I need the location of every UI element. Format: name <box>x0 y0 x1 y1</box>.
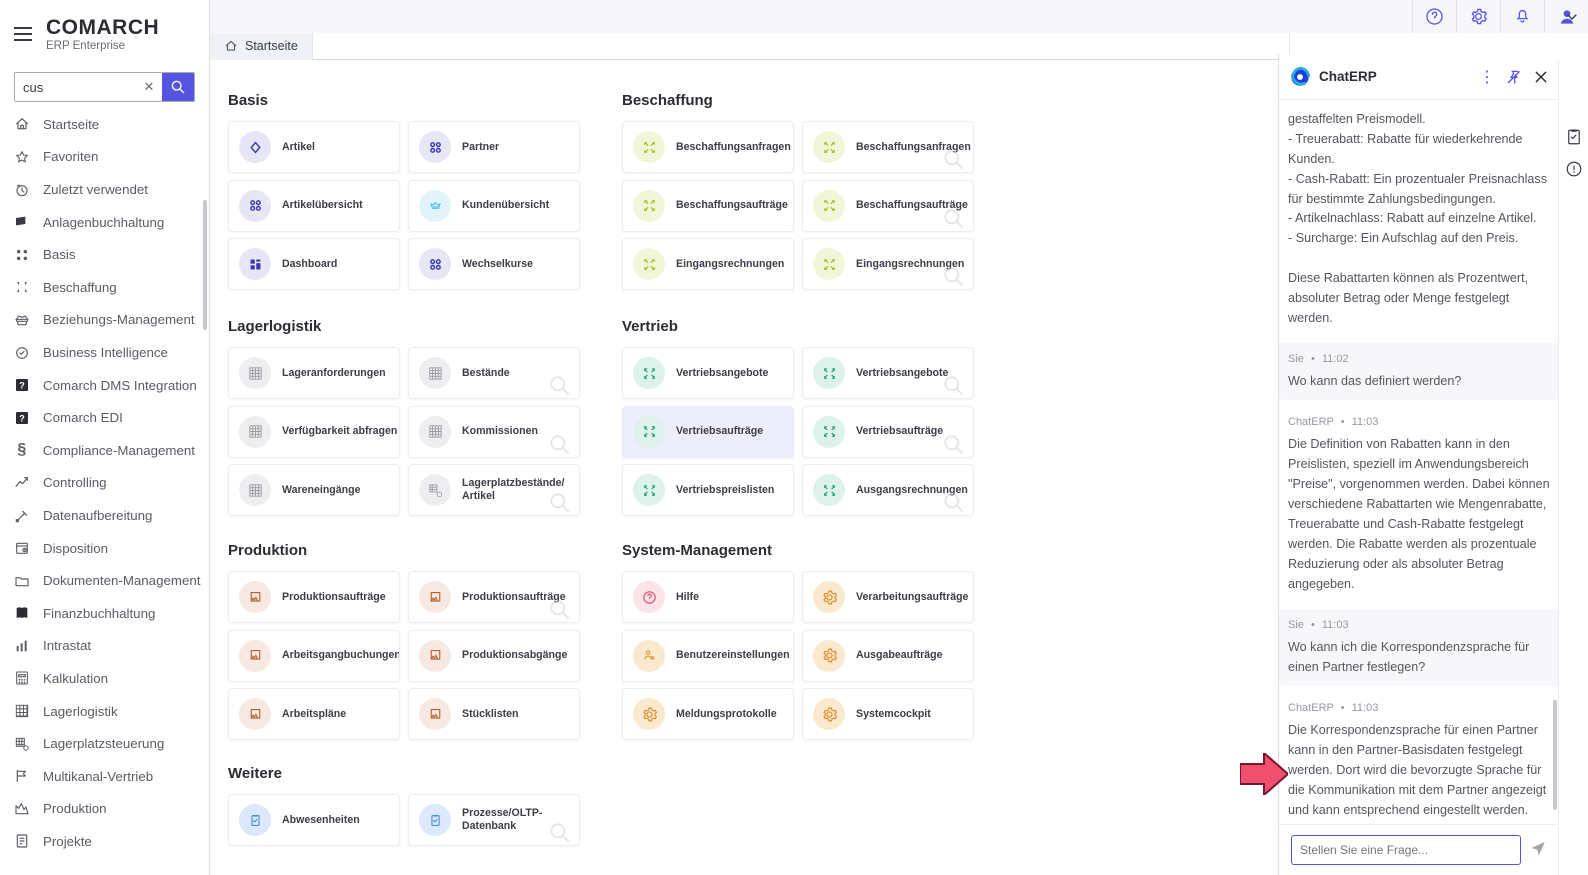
svg-text:?: ? <box>19 380 25 390</box>
svg-text:?: ? <box>19 413 25 423</box>
